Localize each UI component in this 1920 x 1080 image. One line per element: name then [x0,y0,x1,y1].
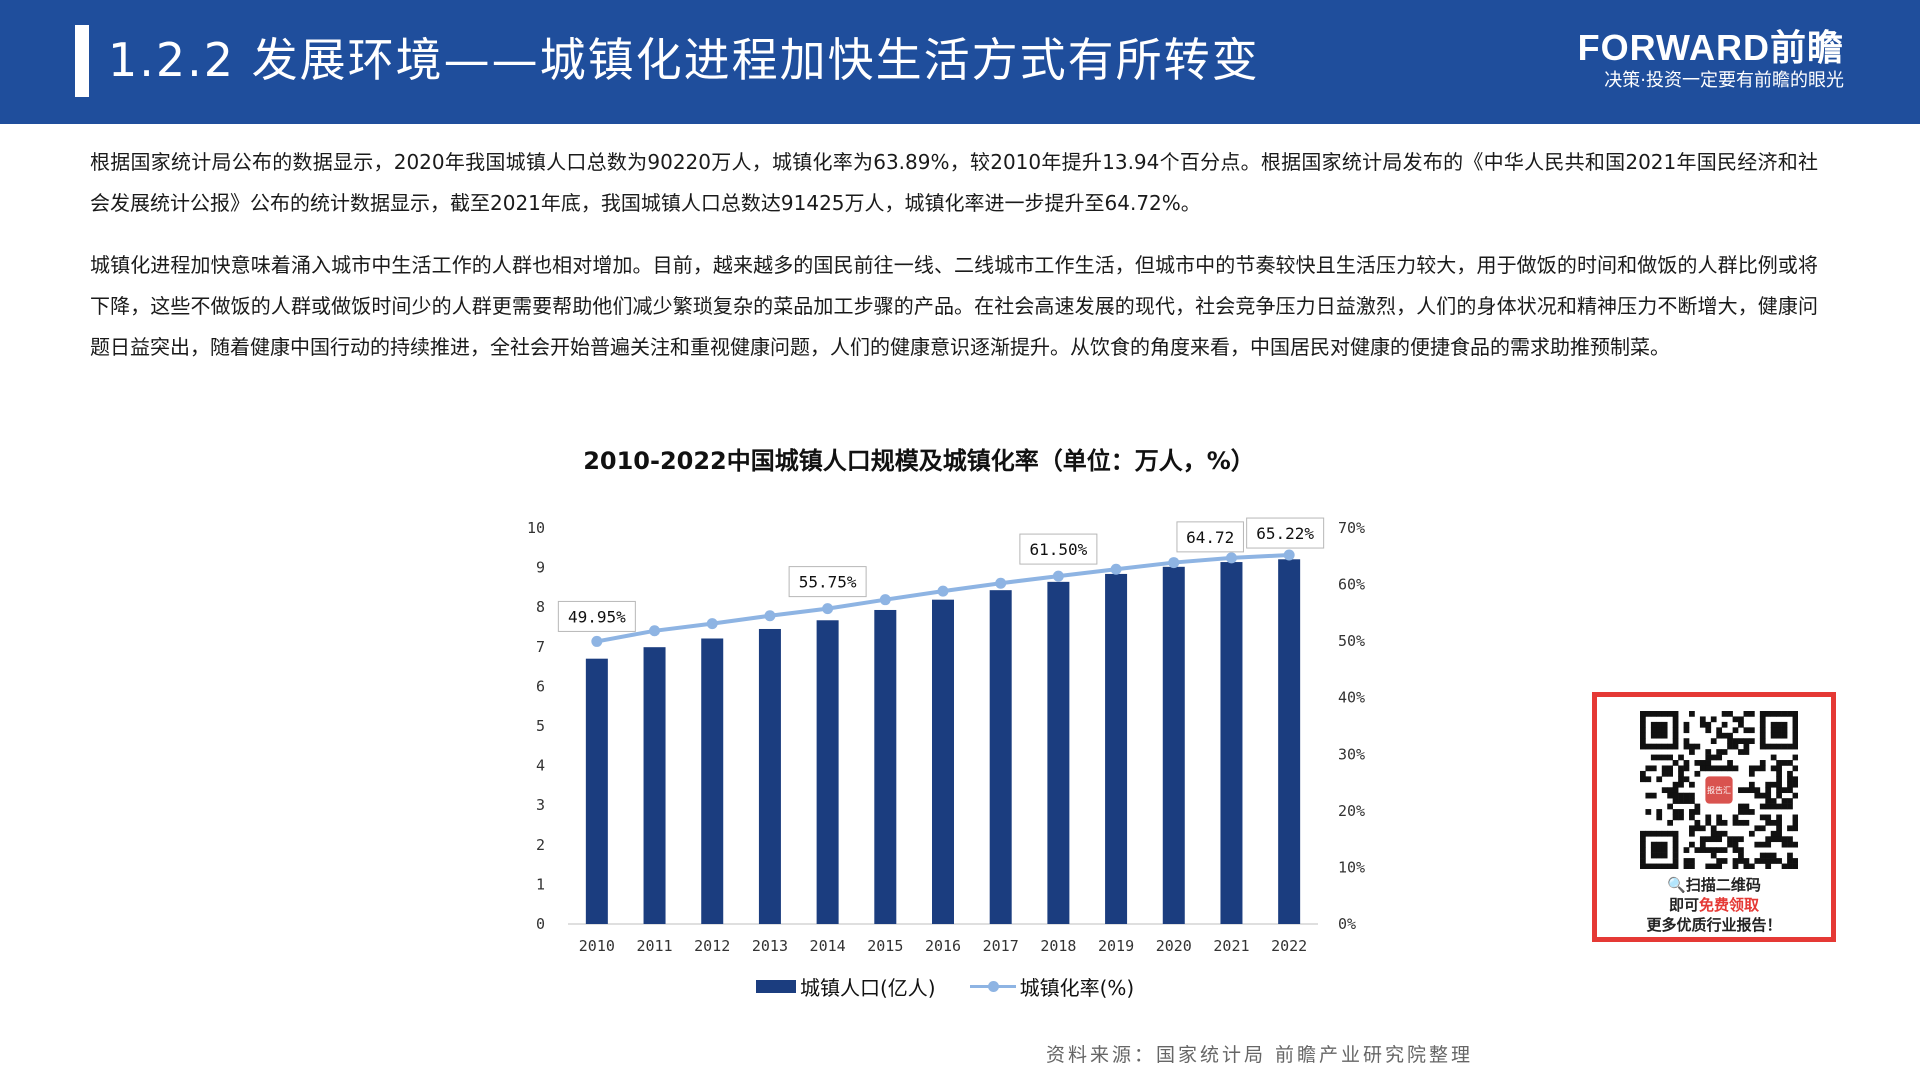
x-tick-label: 2018 [1040,937,1076,955]
data-label: 61.50% [1029,540,1087,559]
y-left-tick-label: 6 [536,677,545,695]
data-label: 65.22% [1256,524,1314,543]
qr-code-icon[interactable]: 报告汇 [1640,711,1798,869]
page-title: 1.2.2 发展环境——城镇化进程加快生活方式有所转变 [108,33,1260,87]
y-right-tick-label: 10% [1338,858,1365,876]
bar-2016 [932,599,954,924]
bar-2018 [1047,581,1070,924]
y-left-tick-label: 7 [536,638,545,656]
qr-center-badge-label: 报告汇 [1707,785,1731,795]
bar-2017 [989,590,1012,924]
bar-2010 [585,658,608,924]
data-label: 64.72 [1186,528,1234,547]
y-right-tick-label: 30% [1338,745,1365,763]
qr-caption-line1: 🔍扫描二维码 [1667,876,1761,894]
header-accent-bar [75,25,89,97]
x-tick-label: 2021 [1213,937,1249,955]
rate-point-2013 [764,610,776,622]
x-tick-label: 2012 [694,937,730,955]
rate-point-2017 [995,577,1007,589]
brand-name: FORWARD前瞻 [1577,27,1844,68]
rate-point-2012 [706,618,718,630]
legend-label-population: 城镇人口(亿人) [800,976,936,1000]
data-label-box [1176,521,1244,553]
x-tick-label: 2013 [752,937,788,955]
y-left-tick-label: 8 [536,598,545,616]
bar-2015 [874,609,897,924]
brand-slogan: 决策·投资一定要有前瞻的眼光 [1604,70,1844,91]
rate-point-2021 [1225,552,1237,564]
y-left-tick-label: 5 [536,717,545,735]
rate-point-2016 [937,585,949,597]
chart-title: 2010-2022中国城镇人口规模及城镇化率（单位：万人，%） [583,447,1255,475]
bar-2021 [1220,562,1243,924]
qr-caption-line3: 更多优质行业报告！ [1646,916,1782,934]
qr-promo-box[interactable]: 报告汇 🔍扫描二维码 即可免费领取 更多优质行业报告！ [1592,692,1836,942]
data-label-box [1019,533,1098,565]
bar-2011 [643,647,666,924]
rate-point-2019 [1110,563,1122,575]
x-tick-label: 2022 [1271,937,1307,955]
x-tick-label: 2014 [810,937,846,955]
y-right-tick-label: 20% [1338,802,1365,820]
y-left-tick-label: 4 [536,757,545,775]
qr-center-badge [1705,776,1733,804]
x-tick-label: 2019 [1098,937,1134,955]
y-right-tick-label: 50% [1338,632,1365,650]
x-tick-label: 2010 [579,937,615,955]
analysis-paragraph: 城镇化进程加快意味着涌入城市中生活工作的人群也相对增加。目前，越来越多的国民前往… [90,253,1818,359]
rate-point-2014 [822,603,834,615]
x-tick-label: 2011 [636,937,672,955]
legend-bar-swatch [756,980,796,993]
rate-point-2015 [879,594,891,606]
y-left-tick-label: 10 [527,519,545,537]
y-left-tick-label: 0 [536,915,545,933]
x-tick-label: 2020 [1156,937,1192,955]
y-right-tick-label: 60% [1338,576,1365,594]
bar-2019 [1105,573,1128,924]
data-label-box [788,566,867,598]
y-left-tick-label: 1 [536,875,545,893]
data-label-box [1246,517,1325,549]
chart-legend: 城镇人口(亿人) 城镇化率(%) [756,972,1168,1001]
legend-item-population: 城镇人口(亿人) [756,972,936,1001]
rate-point-2018 [1052,570,1064,582]
x-tick-label: 2016 [925,937,961,955]
y-right-tick-label: 40% [1338,689,1365,707]
intro-paragraph: 根据国家统计局公布的数据显示，2020年我国城镇人口总数为90220万人，城镇化… [90,150,1818,215]
legend-item-rate: 城镇化率(%) [969,972,1135,1001]
bar-2012 [701,638,724,924]
y-right-tick-label: 0% [1338,915,1356,933]
y-left-tick-label: 9 [536,559,545,577]
bar-2014 [816,620,839,924]
bar-2013 [758,628,781,924]
source-note: 资料来源：国家统计局 前瞻产业研究院整理 [1046,1044,1474,1066]
y-left-tick-label: 2 [536,836,545,854]
rate-point-2011 [649,625,661,637]
bar-2020 [1162,566,1185,924]
qr-caption: 🔍扫描二维码 即可免费领取 更多优质行业报告！ [1597,875,1831,935]
x-tick-label: 2017 [983,937,1019,955]
data-label: 49.95% [568,607,626,626]
y-right-tick-label: 70% [1338,519,1365,537]
brand-logo: FORWARD前瞻 决策·投资一定要有前瞻的眼光 [1578,28,1844,94]
legend-label-rate: 城镇化率(%) [1019,976,1135,1000]
y-left-tick-label: 3 [536,796,545,814]
x-tick-label: 2015 [867,937,903,955]
data-label: 55.75% [799,573,857,592]
legend-line-swatch [969,981,1016,992]
rate-point-2022 [1283,549,1295,561]
rate-point-2020 [1168,557,1180,569]
header-banner: 1.2.2 发展环境——城镇化进程加快生活方式有所转变 FORWARD前瞻 决策… [0,0,1920,124]
qr-caption-line2: 即可免费领取 [1668,896,1760,914]
bar-2022 [1278,559,1301,924]
rate-point-2010 [591,635,603,647]
data-label-box [557,600,636,632]
